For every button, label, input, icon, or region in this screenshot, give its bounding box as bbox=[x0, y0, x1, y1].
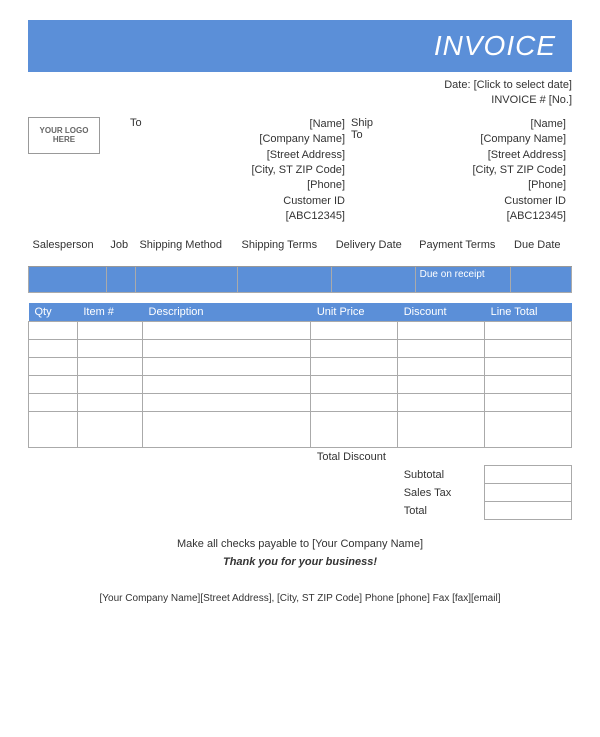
date-label: Date: bbox=[444, 79, 470, 91]
item-header: Line Total bbox=[485, 303, 572, 322]
item-header: Discount bbox=[398, 303, 485, 322]
item-row[interactable] bbox=[29, 394, 572, 412]
info-header: Delivery Date bbox=[332, 235, 415, 267]
thanks-text: Thank you for your business! bbox=[28, 554, 572, 572]
total-discount-label: Total Discount bbox=[311, 448, 398, 466]
info-header: Shipping Method bbox=[135, 235, 237, 267]
item-header: Item # bbox=[77, 303, 142, 322]
date-value[interactable]: [Click to select date] bbox=[474, 79, 572, 91]
logo-placeholder: YOUR LOGOHERE bbox=[28, 117, 100, 154]
sales-tax-value[interactable] bbox=[485, 484, 572, 502]
info-cell[interactable] bbox=[106, 267, 135, 293]
total-label: Total bbox=[398, 502, 485, 520]
payable-text: Make all checks payable to [Your Company… bbox=[28, 536, 572, 554]
total-value[interactable] bbox=[485, 502, 572, 520]
ship-to-label: Ship To bbox=[351, 117, 383, 225]
items-table: Qty Item # Description Unit Price Discou… bbox=[28, 303, 572, 520]
info-cell[interactable] bbox=[237, 267, 331, 293]
info-cell[interactable] bbox=[29, 267, 107, 293]
item-row[interactable] bbox=[29, 322, 572, 340]
info-header: Job bbox=[106, 235, 135, 267]
bill-to-label: To bbox=[130, 117, 162, 225]
info-cell[interactable] bbox=[332, 267, 415, 293]
item-row[interactable] bbox=[29, 358, 572, 376]
info-cell[interactable] bbox=[510, 267, 571, 293]
info-header: Due Date bbox=[510, 235, 571, 267]
sales-tax-label: Sales Tax bbox=[398, 484, 485, 502]
meta-block: Date: [Click to select date] INVOICE # [… bbox=[28, 78, 572, 109]
item-header: Description bbox=[143, 303, 311, 322]
footer: Make all checks payable to [Your Company… bbox=[28, 536, 572, 607]
item-row[interactable] bbox=[29, 340, 572, 358]
info-header: Payment Terms bbox=[415, 235, 510, 267]
invoice-num-label: INVOICE # bbox=[491, 94, 545, 106]
bill-to-block: [Name] [Company Name] [Street Address] [… bbox=[162, 117, 351, 225]
info-table: Salesperson Job Shipping Method Shipping… bbox=[28, 235, 572, 294]
ship-to-block: [Name] [Company Name] [Street Address] [… bbox=[383, 117, 572, 225]
invoice-num-value[interactable]: [No.] bbox=[549, 94, 572, 106]
info-header: Salesperson bbox=[29, 235, 107, 267]
invoice-title: INVOICE bbox=[28, 20, 572, 72]
subtotal-value[interactable] bbox=[485, 466, 572, 484]
item-row[interactable] bbox=[29, 376, 572, 394]
item-row[interactable] bbox=[29, 412, 572, 448]
info-cell[interactable]: Due on receipt bbox=[415, 267, 510, 293]
info-cell[interactable] bbox=[135, 267, 237, 293]
info-header: Shipping Terms bbox=[237, 235, 331, 267]
company-footer: [Your Company Name][Street Address], [Ci… bbox=[28, 591, 572, 607]
item-header: Unit Price bbox=[311, 303, 398, 322]
subtotal-label: Subtotal bbox=[398, 466, 485, 484]
item-header: Qty bbox=[29, 303, 78, 322]
